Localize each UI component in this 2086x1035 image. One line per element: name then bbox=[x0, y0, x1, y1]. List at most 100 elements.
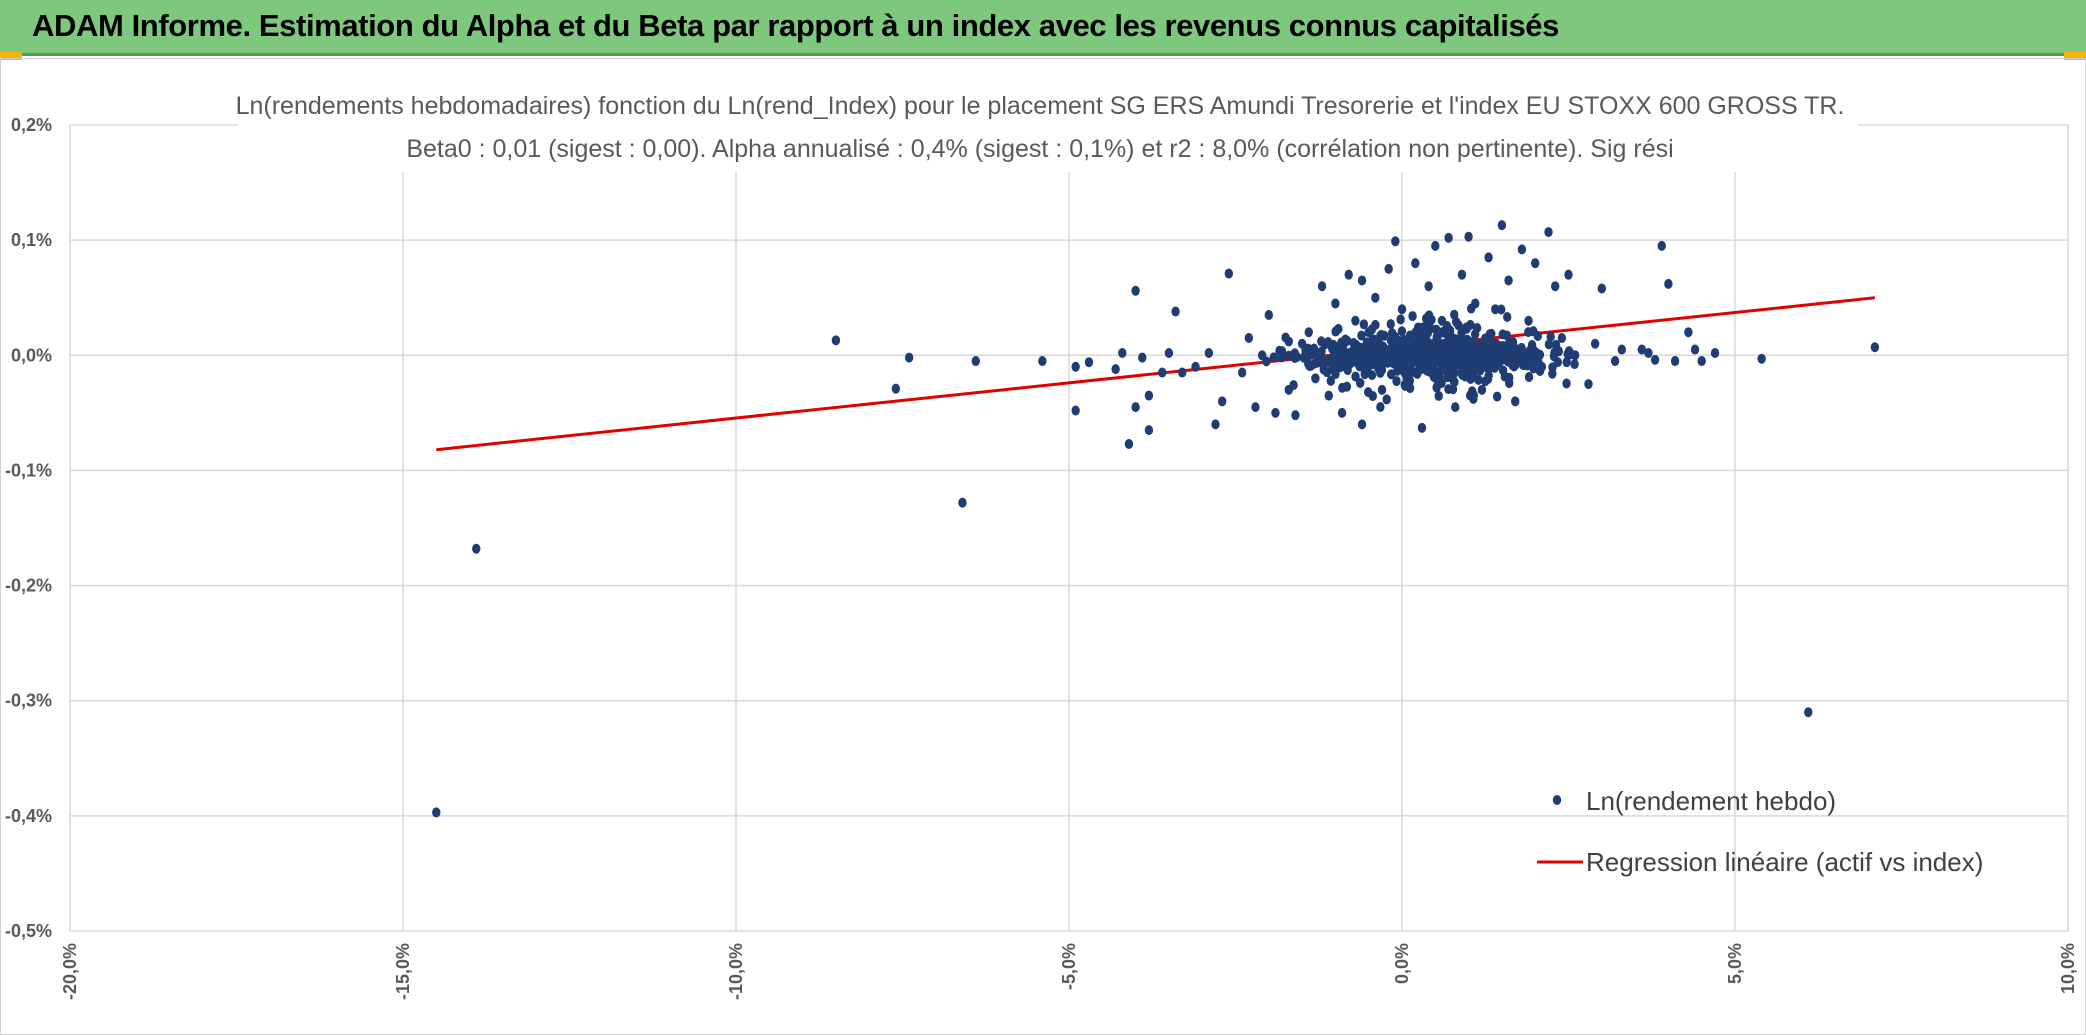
data-point bbox=[1492, 391, 1502, 402]
x-tick-label: 5,0% bbox=[1725, 943, 1745, 984]
data-point bbox=[1356, 342, 1366, 353]
data-point bbox=[1524, 315, 1533, 326]
data-point bbox=[1237, 367, 1247, 378]
data-point bbox=[1334, 323, 1343, 334]
data-point bbox=[1444, 347, 1453, 358]
corner-marker-top-right bbox=[2064, 52, 2086, 60]
data-point bbox=[1427, 314, 1436, 325]
data-point bbox=[1480, 344, 1489, 355]
data-point bbox=[1346, 347, 1356, 358]
data-point bbox=[1359, 319, 1369, 330]
data-point bbox=[1535, 349, 1545, 360]
data-point bbox=[1710, 347, 1720, 358]
data-point bbox=[1377, 354, 1386, 365]
data-point bbox=[1424, 281, 1433, 292]
data-point bbox=[1507, 343, 1516, 354]
data-point bbox=[1414, 348, 1424, 359]
data-point bbox=[1138, 352, 1147, 363]
report-banner: ADAM Informe. Estimation du Alpha et du … bbox=[0, 0, 2086, 56]
data-point bbox=[1158, 367, 1167, 378]
data-point bbox=[1391, 236, 1400, 247]
data-point bbox=[1417, 422, 1427, 433]
data-point bbox=[1131, 402, 1140, 413]
data-point bbox=[1590, 338, 1600, 349]
data-point bbox=[1355, 377, 1365, 388]
data-point bbox=[1396, 314, 1405, 325]
data-point bbox=[1458, 369, 1467, 380]
data-point bbox=[1460, 362, 1469, 373]
data-point bbox=[1144, 425, 1154, 436]
data-point bbox=[1431, 240, 1440, 251]
data-point bbox=[1244, 333, 1254, 344]
data-point bbox=[1435, 371, 1444, 382]
data-point bbox=[1224, 268, 1234, 279]
data-point bbox=[1497, 220, 1507, 231]
data-point bbox=[1344, 269, 1353, 280]
x-axis-ticks: -20,0% -15,0% -10,0% -5,0% 0,0% 5,0% 10,0% bbox=[60, 943, 2078, 1000]
data-point bbox=[1697, 356, 1706, 367]
data-point bbox=[472, 543, 481, 554]
data-point bbox=[1414, 356, 1423, 367]
data-point bbox=[1204, 347, 1214, 358]
x-tick-label: -15,0% bbox=[393, 943, 413, 1000]
data-point bbox=[1384, 345, 1393, 356]
data-point bbox=[1684, 327, 1693, 338]
data-point bbox=[1524, 327, 1533, 338]
data-point bbox=[1757, 353, 1766, 364]
data-point bbox=[1071, 405, 1080, 416]
data-point bbox=[1527, 345, 1536, 356]
data-point bbox=[1417, 326, 1426, 337]
data-point bbox=[1434, 390, 1443, 401]
data-point bbox=[1164, 347, 1174, 358]
x-tick-label: -10,0% bbox=[726, 943, 746, 1000]
data-point bbox=[1367, 370, 1377, 381]
data-point bbox=[1386, 319, 1395, 330]
data-point bbox=[1657, 240, 1666, 251]
data-point bbox=[1503, 312, 1512, 323]
data-point bbox=[1317, 281, 1327, 292]
data-point bbox=[1377, 384, 1387, 395]
data-point bbox=[1522, 360, 1532, 371]
chart-title: Ln(rendements hebdomadaires) fonction du… bbox=[236, 92, 1845, 120]
data-point bbox=[1430, 347, 1439, 358]
data-point bbox=[1304, 327, 1313, 338]
data-point bbox=[1426, 367, 1435, 378]
y-tick-label: -0,5% bbox=[5, 921, 52, 941]
y-tick-label: 0,1% bbox=[11, 230, 52, 250]
data-point bbox=[1544, 227, 1553, 238]
data-point bbox=[1498, 340, 1508, 351]
data-point bbox=[1469, 393, 1478, 404]
data-point bbox=[1281, 332, 1290, 343]
corner-marker-top-left bbox=[0, 52, 22, 60]
data-point bbox=[1486, 357, 1496, 368]
data-point bbox=[1531, 258, 1540, 269]
x-tick-label: -20,0% bbox=[60, 943, 80, 1000]
data-point bbox=[1341, 356, 1350, 367]
chart-subtitle: Beta0 : 0,01 (sigest : 0,00). Alpha annu… bbox=[406, 135, 1673, 163]
data-point bbox=[1400, 367, 1409, 378]
data-point bbox=[1564, 269, 1573, 280]
data-point bbox=[1464, 353, 1474, 364]
data-point bbox=[1502, 330, 1512, 341]
data-point bbox=[1343, 365, 1352, 376]
data-point bbox=[1330, 349, 1339, 360]
data-point bbox=[1690, 344, 1700, 355]
data-point bbox=[1562, 378, 1571, 389]
data-point bbox=[1462, 322, 1471, 333]
data-point bbox=[1384, 263, 1393, 274]
data-point bbox=[1546, 331, 1555, 342]
data-point bbox=[1490, 347, 1499, 358]
data-point bbox=[1464, 231, 1473, 242]
data-point bbox=[1584, 379, 1593, 390]
data-point bbox=[1277, 346, 1287, 357]
data-point bbox=[1291, 410, 1300, 421]
data-point bbox=[1430, 358, 1440, 369]
data-point bbox=[1269, 352, 1279, 363]
data-point bbox=[1474, 374, 1483, 385]
data-point bbox=[1451, 402, 1460, 413]
data-point bbox=[1870, 342, 1880, 353]
data-point bbox=[1408, 311, 1417, 322]
data-point bbox=[1517, 244, 1527, 255]
data-point bbox=[1397, 304, 1407, 315]
legend-marker-points bbox=[1552, 795, 1562, 805]
